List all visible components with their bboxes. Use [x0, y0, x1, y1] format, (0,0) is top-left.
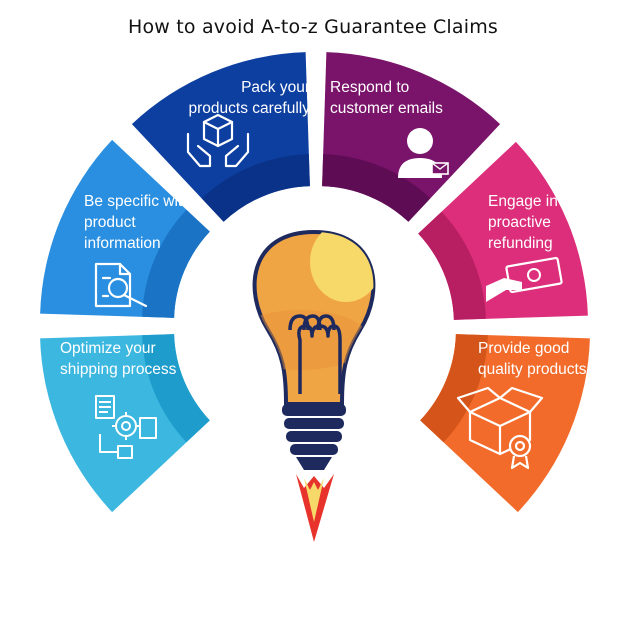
light-bulb [252, 229, 376, 542]
segment-label-provide: Provide good quality products [478, 340, 587, 378]
segment-label-respond: Respond to customer emails [330, 79, 443, 117]
segment-band-engage [418, 211, 486, 320]
segment-label-pack: Pack your products carefully [189, 79, 311, 117]
box-hands-icon [186, 113, 250, 168]
bulb-base [282, 404, 346, 470]
document-search-icon [94, 262, 148, 308]
segment-band-provide [420, 334, 488, 443]
segment-label-specific: Be specific with product information [84, 193, 191, 252]
segment-band-optimize [142, 334, 210, 443]
hand-money-icon [486, 256, 563, 302]
box-badge-icon [456, 386, 544, 470]
rocket-flame [296, 474, 334, 542]
segment-label-engage: Engage in proactive refunding [488, 193, 558, 252]
process-gear-icon [95, 395, 157, 459]
segment-band-respond [322, 154, 431, 222]
page-title: How to avoid A-to-z Guarantee Claims [127, 16, 499, 38]
user-email-icon [398, 128, 449, 178]
segment-label-optimize: Optimize your shipping process [60, 340, 177, 378]
segment-band-specific [142, 209, 210, 318]
segment-band-pack [201, 154, 310, 222]
